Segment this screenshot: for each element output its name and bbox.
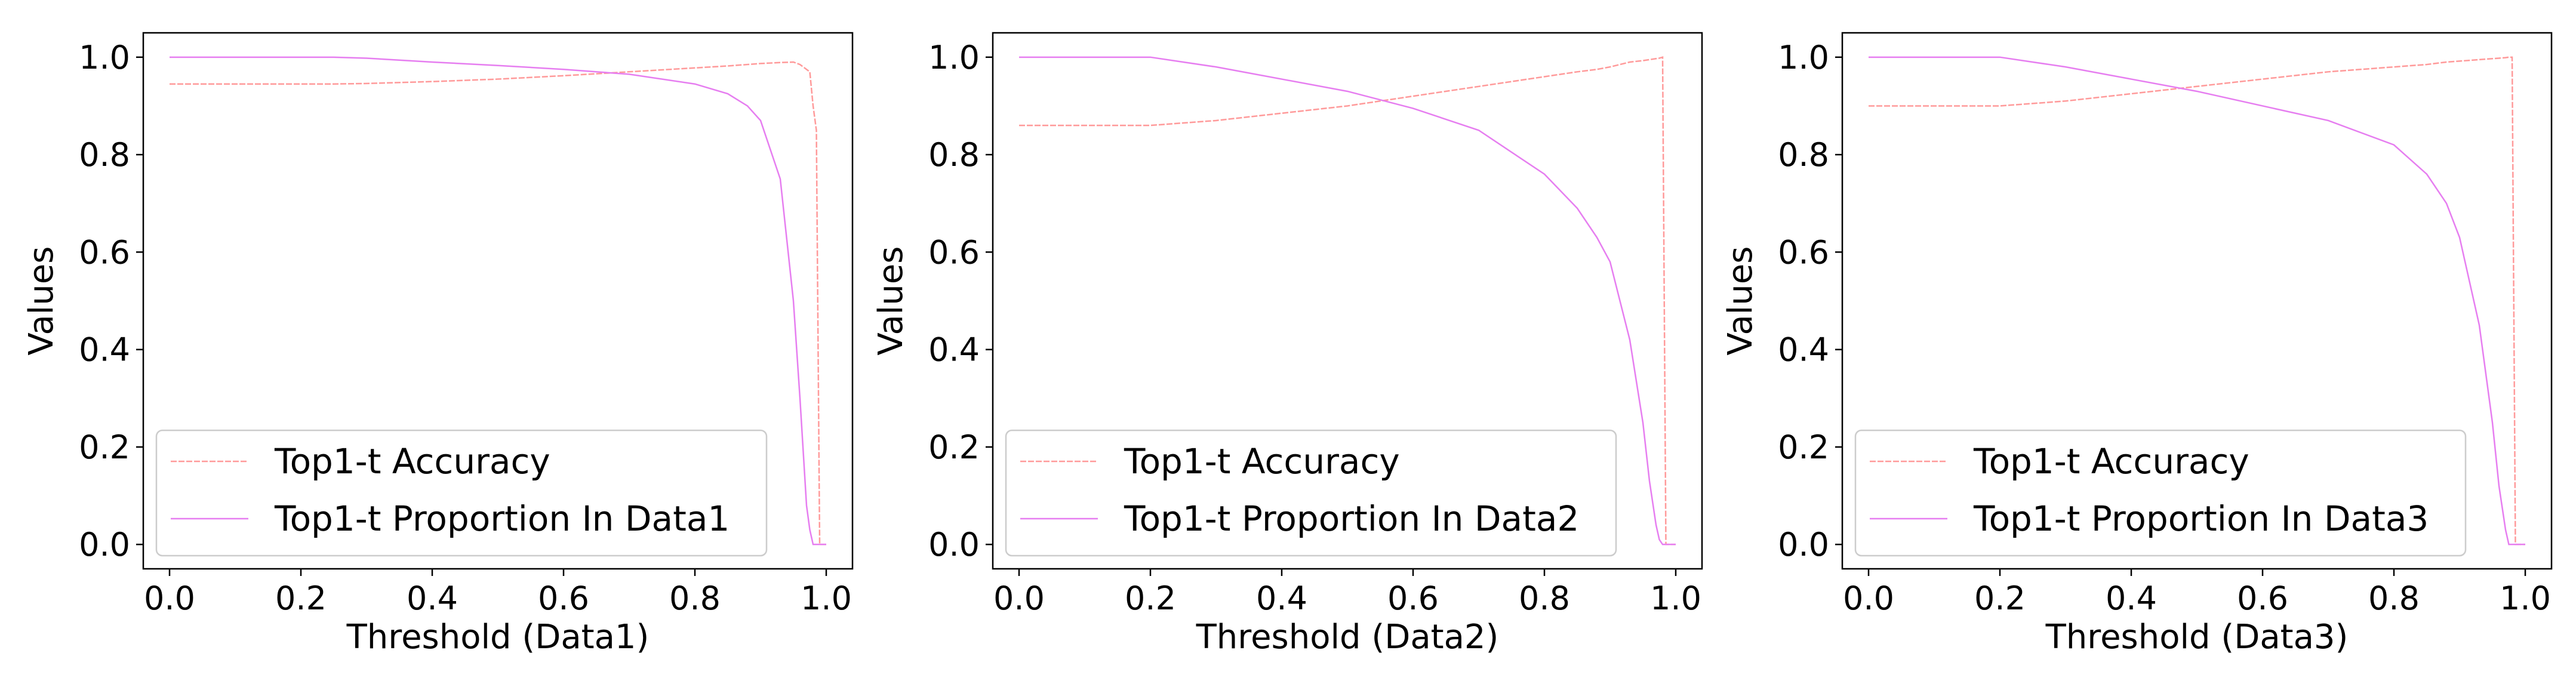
- y-tick-label: 1.0: [928, 39, 980, 76]
- y-tick-label: 0.4: [79, 331, 130, 369]
- x-tick-label: 0.2: [1125, 580, 1176, 617]
- y-tick-label: 1.0: [79, 39, 130, 76]
- series-line: [1019, 56, 1676, 546]
- y-tick-label: 0.2: [79, 429, 130, 466]
- y-tick-label: 0.8: [928, 136, 980, 174]
- y-tick-label: 0.0: [79, 526, 130, 563]
- x-tick-label: 0.0: [144, 580, 195, 617]
- series-line: [1869, 56, 2525, 546]
- series-line: [1019, 56, 1676, 546]
- legend-label: Top1-t Proportion In Data1: [274, 498, 730, 539]
- y-tick-label: 0.6: [79, 233, 130, 271]
- x-tick-label: 0.4: [407, 580, 458, 617]
- series-line: [170, 56, 826, 546]
- chart-panel: 0.0 0.2 0.4 0.6 0.8 1.0 0.0 0.2 0.4 0.6 0.8 1.0 Thre…: [22, 32, 854, 657]
- plot-frame: [142, 32, 854, 570]
- x-axis-label: Threshold (Data3): [2045, 618, 2349, 657]
- x-tick-label: 0.8: [1519, 580, 1570, 617]
- x-tick-label: 0.2: [275, 580, 327, 617]
- y-tick-label: 0.0: [928, 526, 980, 563]
- y-tick-label: 0.2: [928, 429, 980, 466]
- x-tick-label: 1.0: [1650, 580, 1701, 617]
- x-tick-label: 0.4: [1256, 580, 1307, 617]
- x-tick-label: 1.0: [2500, 580, 2551, 617]
- y-tick-label: 0.8: [79, 136, 130, 174]
- x-tick-label: 0.2: [1974, 580, 2026, 617]
- x-tick-label: 0.6: [1387, 580, 1439, 617]
- legend-box: [1854, 429, 2467, 557]
- y-tick-label: 0.2: [1778, 429, 1829, 466]
- y-tick-label: 1.0: [1778, 39, 1829, 76]
- legend-label: Top1-t Accuracy: [274, 441, 550, 482]
- y-tick-label: 0.6: [928, 233, 980, 271]
- y-tick-label: 0.6: [1778, 233, 1829, 271]
- x-tick-label: 0.0: [993, 580, 1045, 617]
- x-tick-label: 0.8: [669, 580, 721, 617]
- x-axis-label: Threshold (Data1): [346, 618, 650, 657]
- chart-panel: 0.0 0.2 0.4 0.6 0.8 1.0 0.0 0.2 0.4 0.6 0.8 1.0 Thre…: [872, 32, 1703, 657]
- plot-frame: [992, 32, 1703, 570]
- y-tick-label: 0.4: [1778, 331, 1829, 369]
- chart-panel: 0.0 0.2 0.4 0.6 0.8 1.0 0.0 0.2 0.4 0.6 0.8 1.0 Thre…: [1721, 32, 2553, 657]
- y-tick-label: 0.4: [928, 331, 980, 369]
- y-axis-label: Values: [22, 247, 61, 356]
- y-axis-label: Values: [872, 247, 910, 356]
- plot-frame: [1841, 32, 2553, 570]
- legend-label: Top1-t Proportion In Data2: [1124, 498, 1579, 539]
- legend-label: Top1-t Accuracy: [1973, 441, 2249, 482]
- x-tick-label: 0.0: [1843, 580, 1894, 617]
- x-tick-label: 1.0: [801, 580, 852, 617]
- legend-label: Top1-t Accuracy: [1124, 441, 1400, 482]
- x-tick-label: 0.4: [2106, 580, 2157, 617]
- series-line: [170, 61, 826, 546]
- x-axis-label: Threshold (Data2): [1196, 618, 1499, 657]
- y-tick-label: 0.0: [1778, 526, 1829, 563]
- x-tick-label: 0.6: [2237, 580, 2288, 617]
- series-line: [1869, 56, 2525, 546]
- x-tick-label: 0.6: [538, 580, 589, 617]
- legend-box: [1005, 429, 1617, 557]
- y-axis-label: Values: [1721, 247, 1760, 356]
- y-tick-label: 0.8: [1778, 136, 1829, 174]
- legend-box: [155, 429, 768, 557]
- legend-label: Top1-t Proportion In Data3: [1973, 498, 2429, 539]
- x-tick-label: 0.8: [2368, 580, 2420, 617]
